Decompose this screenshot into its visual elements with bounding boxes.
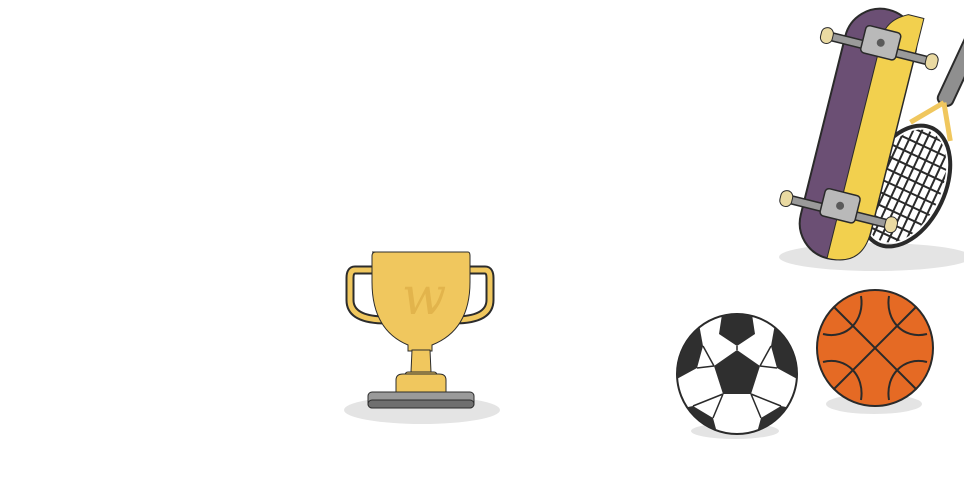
skateboard-icon (779, 7, 939, 261)
basketball-icon (816, 289, 934, 407)
trophy-icon: w (345, 251, 495, 409)
soccer-ball-icon (676, 313, 798, 435)
skateboard-shadow (779, 243, 964, 271)
trophy-emblem: w (402, 267, 447, 327)
